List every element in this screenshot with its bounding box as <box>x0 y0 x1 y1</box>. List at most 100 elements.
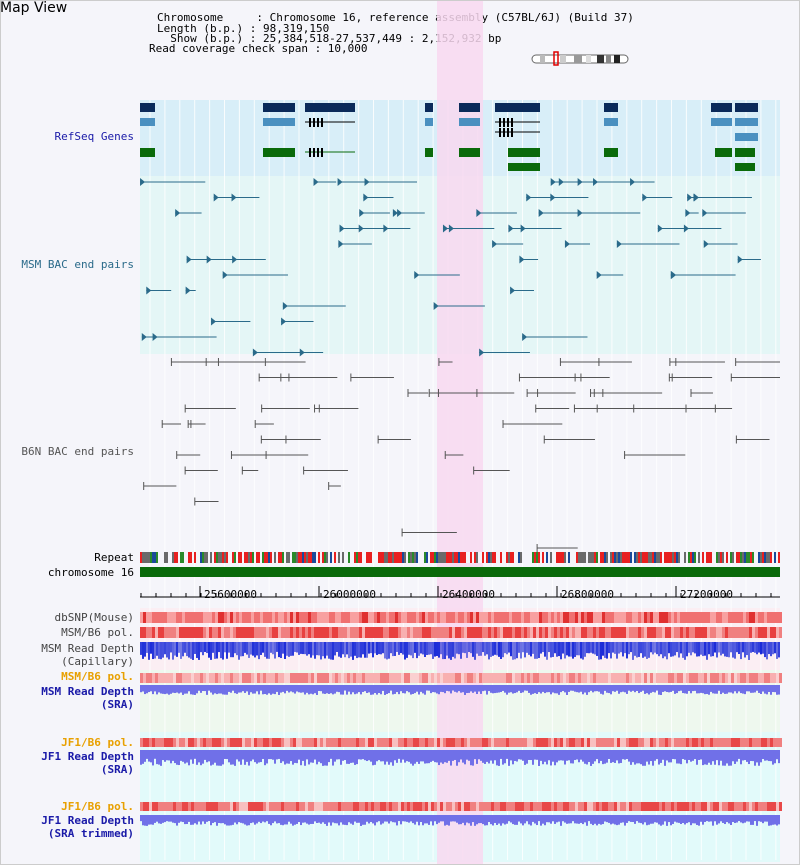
jf1-depth-bar <box>678 750 680 764</box>
repeat-segment <box>588 552 590 563</box>
jf1-pol-strip <box>752 738 755 747</box>
msm-depth-cap-bar <box>440 642 442 655</box>
dbsnp-strip <box>761 612 764 623</box>
jf1-pol-strip <box>452 738 455 747</box>
jf1-pol-trim-strip <box>212 802 215 811</box>
jf1-pol-trim-strip <box>776 802 779 811</box>
jf1-depth-trim-bar <box>426 815 428 824</box>
repeat-segment <box>150 552 152 563</box>
jf1-depth-trim-bar <box>342 815 344 825</box>
msm-depth-cap-bar <box>602 642 604 656</box>
repeat-segment <box>778 552 780 563</box>
msm-depth-cap-bar <box>652 642 654 655</box>
msm-depth-sra-bar <box>778 685 780 695</box>
msm-depth-cap-bar <box>368 642 370 654</box>
jf1-pol-trim-strip <box>494 802 497 811</box>
repeat-segment <box>634 552 636 563</box>
jf1-pol-strip <box>251 738 254 747</box>
msm-pol-strip <box>218 627 221 638</box>
msm-depth-cap-bar <box>332 642 334 660</box>
track-label-b6n-bac[interactable]: B6N BAC end pairs <box>21 445 134 458</box>
msm-depth-cap-bar <box>432 642 434 659</box>
jf1-depth-bar <box>530 750 532 761</box>
msm-depth-sra-bar <box>332 685 334 695</box>
dbsnp-strip <box>476 612 479 623</box>
msm-pol-sra-strip <box>506 673 509 683</box>
jf1-pol-strip <box>533 738 536 747</box>
msm-depth-sra-bar <box>346 685 348 695</box>
jf1-pol-trim-strip <box>578 802 581 811</box>
repeat-segment <box>506 552 508 563</box>
jf1-pol-trim-strip <box>704 802 707 811</box>
jf1-pol-strip <box>476 738 479 747</box>
msm-depth-cap-bar <box>658 642 660 657</box>
msm-depth-cap-bar <box>200 642 202 653</box>
msm-pol-strip <box>215 627 218 638</box>
msm-pol-sra-strip <box>503 673 506 683</box>
jf1-pol-strip <box>602 738 605 747</box>
msm-depth-sra-bar <box>618 685 620 694</box>
repeat-segment <box>270 552 272 563</box>
dbsnp-strip <box>374 612 377 623</box>
msm-pol-strip <box>554 627 557 638</box>
dbsnp-strip <box>221 612 224 623</box>
msm-depth-sra-bar <box>146 685 148 694</box>
msm-depth-sra-bar <box>774 685 776 693</box>
jf1-depth-trim-bar <box>310 815 312 824</box>
gene-exon <box>305 103 355 112</box>
msm-pol-strip <box>314 627 317 638</box>
msm-pol-sra-strip <box>749 673 752 683</box>
track-label-refseq[interactable]: RefSeq Genes <box>54 130 134 143</box>
msm-pol-strip <box>506 627 509 638</box>
repeat-segment <box>332 552 334 563</box>
jf1-pol-trim-strip <box>266 802 269 811</box>
msm-bac-end <box>339 224 345 233</box>
jf1-pol-trim-strip <box>314 802 317 811</box>
msm-depth-sra-bar <box>536 685 538 694</box>
jf1-depth-trim-bar <box>372 815 374 824</box>
msm-pol-strip <box>386 627 389 638</box>
msm-pol-sra-strip <box>686 673 689 683</box>
msm-depth-cap-bar <box>292 642 294 656</box>
gene-exon <box>425 148 433 157</box>
msm-depth-sra-bar <box>318 685 320 691</box>
msm-pol-sra-strip <box>725 673 728 683</box>
jf1-depth-trim-bar <box>560 815 562 826</box>
msm-depth-cap-bar <box>166 642 168 658</box>
jf1-pol-trim-strip <box>191 802 194 811</box>
jf1-depth-trim-bar <box>760 815 762 822</box>
msm-depth-cap-bar <box>752 642 754 652</box>
msm-depth-cap-bar <box>490 642 492 657</box>
msm-pol-strip <box>260 627 263 638</box>
msm-depth-cap-bar <box>678 642 680 658</box>
msm-pol-sra-strip <box>383 673 386 683</box>
msm-depth-sra-bar <box>506 685 508 695</box>
msm-pol-strip <box>470 627 473 638</box>
jf1-pol-strip <box>737 738 740 747</box>
msm-depth-cap-bar <box>606 642 608 659</box>
repeat-segment <box>228 552 230 563</box>
msm-pol-sra-strip <box>644 673 647 683</box>
msm-depth-cap-bar <box>774 642 776 654</box>
dbsnp-strip <box>431 612 434 623</box>
msm-depth-sra-bar <box>460 685 462 693</box>
jf1-depth-bar <box>706 750 708 765</box>
jf1-depth-bar <box>328 750 330 763</box>
jf1-depth-trim-bar <box>390 815 392 822</box>
msm-depth-sra-bar <box>264 685 266 694</box>
track-label-msm-bac[interactable]: MSM BAC end pairs <box>21 258 134 271</box>
msm-pol-sra-strip <box>422 673 425 683</box>
jf1-pol-strip <box>470 738 473 747</box>
jf1-depth-bar <box>290 750 292 762</box>
msm-pol-strip <box>566 627 569 638</box>
msm-pol-sra-strip <box>629 673 632 683</box>
repeat-segment <box>766 552 768 563</box>
jf1-pol-trim-strip <box>698 802 701 811</box>
repeat-segment <box>406 552 408 563</box>
repeat-segment <box>546 552 548 563</box>
jf1-pol-trim-strip <box>416 802 419 811</box>
jf1-depth-trim-bar <box>726 815 728 823</box>
msm-pol-strip <box>542 627 545 638</box>
jf1-depth-bar <box>194 750 196 759</box>
